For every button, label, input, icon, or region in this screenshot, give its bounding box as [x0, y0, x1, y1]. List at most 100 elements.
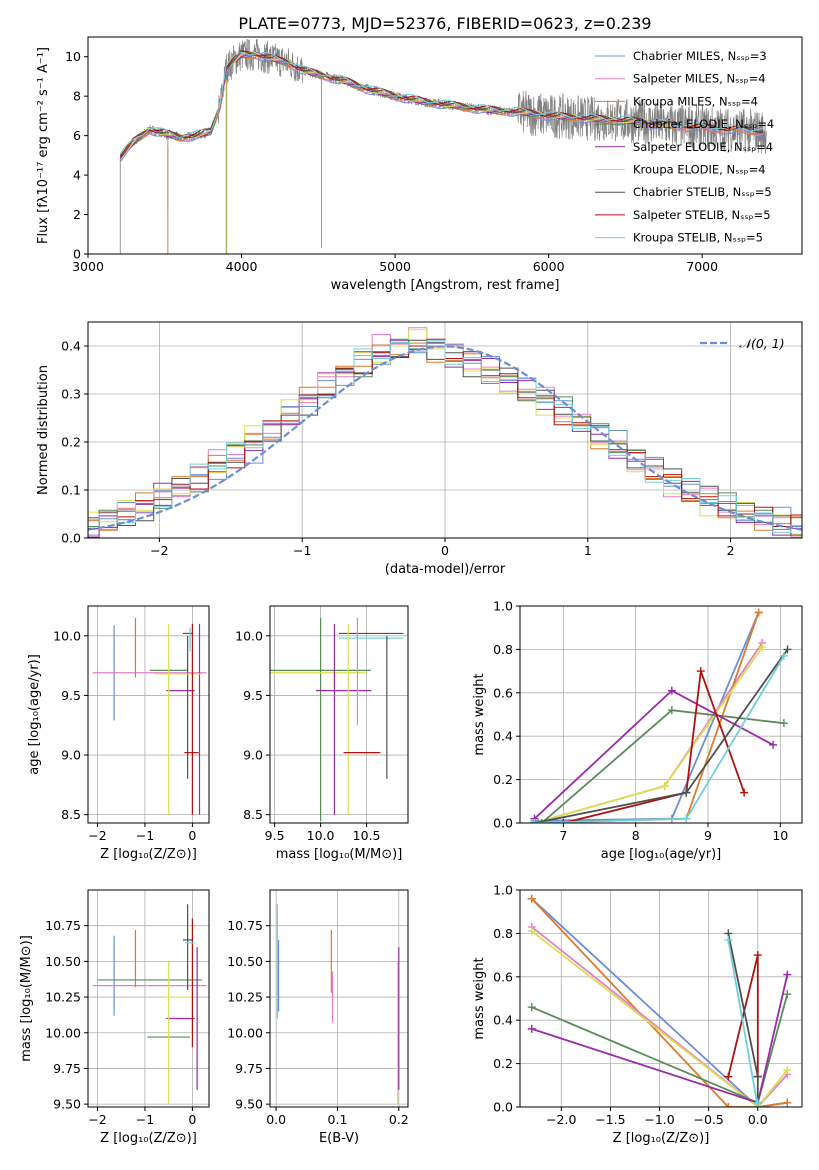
legend-label-8: Kroupa STELIB, Nₛₛₚ=5 [633, 231, 763, 245]
weight_vs_z-marker [527, 1003, 536, 1012]
mass_vs_ebv-panel: 0.0 0.1 0.2 9.50 9.75 10.00 10.25 10.50 10.75 E(B… [227, 889, 409, 1146]
weight_vs_age-ylabel: mass weight [472, 673, 487, 755]
weight_vs_age-marker [660, 782, 669, 791]
weight_vs_age-ytick-label: 0.0 [493, 816, 513, 831]
residuals-xtick-label: 1 [584, 543, 592, 558]
age_vs_z-plot-area [92, 617, 207, 815]
spectrum-ytick-label: 10 [65, 49, 81, 64]
age_vs_z-ytick-label: 10.0 [53, 628, 81, 643]
mass_vs_z-ylabel: mass [log₁₀(M/M⊙)] [19, 935, 34, 1062]
weight_vs_z-marker [753, 951, 762, 960]
age_vs_mass-panel: 9.5 10.0 10.5 8.5 9.0 9.5 10.0 mass [log₁₀(M/M⊙… [235, 605, 409, 862]
weight_vs_age-series-3 [534, 646, 763, 823]
legend-label-7: Salpeter STELIB, Nₛₛₚ=5 [633, 208, 771, 222]
age_vs_mass-xtick-label: 10.5 [353, 828, 381, 843]
age_vs_z-ytick-label: 9.5 [61, 688, 81, 703]
weight_vs_age-ytick-label: 0.6 [493, 685, 513, 700]
mass_vs_z-ytick-label: 10.25 [45, 990, 81, 1005]
weight_vs_z-marker [753, 1072, 762, 1081]
weight_vs_z-ytick-label: 0.6 [493, 969, 513, 984]
weight_vs_age-ytick-label: 0.2 [493, 772, 513, 787]
figure-title: PLATE=0773, MJD=52376, FIBERID=0623, z=0… [238, 14, 651, 33]
weight_vs_age-frame [519, 605, 803, 824]
residuals-xtick-label: 0 [441, 543, 449, 558]
age_vs_mass-xtick-label: 9.5 [265, 828, 285, 843]
weight_vs_z-panel: −2.0 −1.5 −1.0 −0.5 0.0 0.0 0.2 0.4 0.6 0.8 1.0 Z [… [472, 883, 803, 1146]
spectrum-ytick-label: 4 [73, 168, 81, 183]
mass_vs_ebv-xtick-label: 0.2 [389, 1112, 409, 1127]
mass_vs_ebv-ytick-label: 10.75 [227, 918, 263, 933]
weight_vs_age-marker [530, 819, 539, 823]
spectrum-ylabel: Flux [fλ10⁻¹⁷ erg cm⁻² s⁻¹ A⁻¹] [36, 47, 51, 244]
weight_vs_age-xtick-label: 10 [772, 828, 788, 843]
weight_vs_z-xtick-label: −0.5 [693, 1112, 723, 1127]
normal-curve [88, 345, 802, 531]
weight_vs_age-marker [769, 740, 778, 749]
weight_vs_age-marker [754, 608, 763, 617]
age_vs_mass-ytick-label: 9.5 [243, 688, 263, 703]
spectrum-xtick-label: 6000 [533, 259, 565, 274]
weight_vs_age-marker [667, 706, 676, 715]
weight_vs_z-xtick-label: −1.0 [644, 1112, 674, 1127]
legend-label-5: Kroupa ELODIE, Nₛₛₚ=4 [633, 163, 766, 177]
age_vs_mass-ytick-label: 10.0 [235, 628, 263, 643]
model-line-6 [119, 50, 764, 159]
weight_vs_z-marker [724, 1072, 733, 1081]
age_vs_z-ylabel: age [log₁₀(age/yr)] [27, 654, 42, 775]
weight_vs_z-ytick-label: 1.0 [493, 883, 513, 898]
weight_vs_z-series-8 [727, 939, 759, 1107]
residuals-xlabel: (data-model)/error [385, 562, 506, 577]
mass_vs_ebv-ytick-label: 10.25 [227, 990, 263, 1005]
weight_vs_z-plot-area [527, 894, 792, 1107]
age_vs_mass-xlabel: mass [log₁₀(M/M⊙)] [276, 847, 403, 862]
residuals-ytick-label: 0.4 [61, 339, 81, 354]
age_vs_z-xlabel: Z [log₁₀(Z/Z⊙)] [100, 847, 197, 862]
weight_vs_z-marker [724, 1103, 733, 1107]
weight_vs_age-series-6 [563, 670, 746, 823]
mass_vs_z-xtick-label: −2 [88, 1112, 106, 1127]
weight_vs_z-series-1 [531, 898, 788, 1107]
mass_vs_z-ytick-label: 10.00 [45, 1025, 81, 1040]
spectrum-xtick-label: 7000 [686, 259, 718, 274]
age_vs_mass-ytick-label: 8.5 [243, 807, 263, 822]
weight_vs_age-marker [696, 667, 705, 676]
age_vs_mass-plot-area [270, 617, 404, 821]
legend-label-0: Chabrier MILES, Nₛₛₚ=3 [633, 49, 767, 63]
weight_vs_age-plot-area [530, 608, 792, 823]
weight_vs_z-marker [783, 1066, 792, 1075]
age_vs_z-frame [87, 605, 210, 824]
spectrum-panel: 3000 4000 5000 6000 7000 0 2 4 6 8 10 wavelength [A… [36, 36, 803, 293]
residuals-ytick-label: 0.3 [61, 387, 81, 402]
weight_vs_z-marker [753, 1098, 762, 1107]
age_vs_z-xtick-label: 0 [188, 828, 196, 843]
weight_vs_age-marker [779, 719, 788, 728]
mass_vs_ebv-xtick-label: 0.1 [328, 1112, 348, 1127]
weight_vs_age-xtick-label: 8 [632, 828, 640, 843]
weight_vs_age-marker [682, 814, 691, 823]
weight_vs_age-ytick-label: 1.0 [493, 599, 513, 614]
legend-normal-label: 𝒩(0, 1) [739, 336, 785, 351]
legend-label-2: Kroupa MILES, Nₛₛₚ=4 [633, 94, 758, 108]
spectrum-xtick-label: 4000 [226, 259, 258, 274]
weight_vs_z-ytick-label: 0.2 [493, 1056, 513, 1071]
mass_vs_ebv-ytick-label: 10.50 [227, 954, 263, 969]
spectrum-ytick-label: 6 [73, 128, 81, 143]
age_vs_z-ytick-label: 8.5 [61, 807, 81, 822]
age_vs_z-xtick-label: −1 [136, 828, 154, 843]
mass_vs_ebv-ytick-label: 10.00 [227, 1025, 263, 1040]
mass_vs_ebv-xtick-label: 0.0 [266, 1112, 286, 1127]
mass_vs_z-panel: −2 −1 0 9.50 9.75 10.00 10.25 10.50 10.75 Z [log₁… [19, 889, 210, 1146]
residuals-ytick-label: 0.1 [61, 483, 81, 498]
weight_vs_z-ytick-label: 0.0 [493, 1100, 513, 1115]
hist-series-2 [88, 342, 802, 531]
weight_vs_age-marker [779, 651, 788, 660]
weight_vs_z-marker [783, 1098, 792, 1107]
weight_vs_z-marker [724, 935, 733, 944]
weight_vs_age-series-4 [541, 709, 785, 823]
age_vs_mass-xtick-label: 10.0 [307, 828, 335, 843]
weight_vs_z-series-2 [531, 926, 788, 1107]
weight_vs_age-marker [537, 819, 546, 823]
model-line-1 [119, 54, 764, 160]
weight_vs_age-marker [559, 819, 568, 823]
model-line-0 [119, 54, 764, 163]
